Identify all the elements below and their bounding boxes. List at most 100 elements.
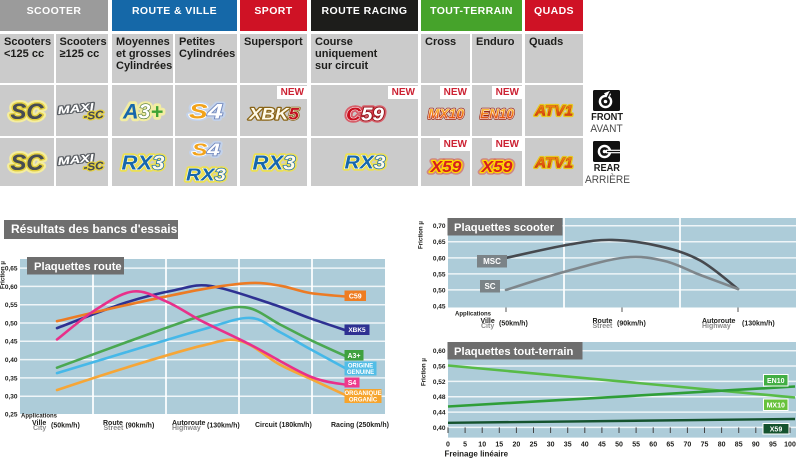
svg-text:40: 40	[581, 442, 589, 449]
svg-text:-SC: -SC	[83, 160, 105, 173]
svg-text:Highway: Highway	[172, 425, 201, 432]
svg-text:Applications: Applications	[21, 414, 58, 420]
svg-text:Applications: Applications	[455, 312, 492, 318]
svg-text:-SC: -SC	[83, 160, 105, 173]
svg-text:0,56: 0,56	[433, 363, 446, 370]
svg-text:0,40: 0,40	[433, 425, 446, 432]
svg-text:0,55: 0,55	[433, 271, 446, 278]
svg-text:Friction µ: Friction µ	[421, 358, 428, 386]
svg-text:SC: SC	[10, 150, 44, 175]
svg-text:RX3: RX3	[252, 152, 295, 172]
svg-text:GENUINE: GENUINE	[347, 370, 374, 376]
svg-text:EN10: EN10	[767, 378, 785, 385]
svg-text:SC: SC	[10, 150, 44, 175]
svg-text:Plaquettes tout-terrain: Plaquettes tout-terrain	[454, 346, 574, 358]
svg-text:Street: Street	[593, 323, 614, 330]
svg-text:Friction µ: Friction µ	[0, 261, 7, 289]
svg-text:XBK5: XBK5	[247, 105, 299, 122]
svg-text:S4: S4	[189, 100, 223, 122]
svg-text:S4: S4	[192, 139, 220, 159]
svg-text:(90km/h): (90km/h)	[126, 422, 155, 429]
svg-text:X59: X59	[480, 159, 513, 176]
svg-text:MAXI: MAXI	[57, 152, 96, 168]
svg-text:20: 20	[513, 442, 521, 449]
svg-text:Ville: Ville	[32, 420, 46, 427]
svg-text:Plaquettes scooter: Plaquettes scooter	[454, 222, 555, 234]
svg-text:0,45: 0,45	[5, 339, 18, 346]
svg-text:MAXI: MAXI	[57, 101, 96, 117]
svg-text:Autoroute: Autoroute	[172, 420, 206, 427]
svg-text:EN10: EN10	[480, 107, 514, 122]
svg-text:0,40: 0,40	[5, 357, 18, 364]
svg-text:RX3: RX3	[186, 164, 226, 184]
svg-text:SC: SC	[10, 98, 44, 123]
svg-text:X59: X59	[429, 159, 462, 176]
svg-text:(50km/h): (50km/h)	[499, 321, 528, 328]
svg-text:City: City	[481, 323, 494, 330]
svg-text:RX3: RX3	[252, 152, 295, 172]
svg-text:(130km/h): (130km/h)	[207, 422, 240, 429]
svg-text:15: 15	[495, 442, 503, 449]
svg-text:0,25: 0,25	[5, 411, 18, 418]
svg-text:0,48: 0,48	[433, 394, 446, 401]
svg-text:MX10: MX10	[767, 402, 785, 409]
svg-text:MAXI: MAXI	[57, 152, 96, 168]
svg-text:30: 30	[547, 442, 555, 449]
svg-text:Freinage linéaire: Freinage linéaire	[445, 450, 509, 459]
svg-text:RX3: RX3	[344, 152, 386, 172]
svg-text:City: City	[33, 425, 46, 432]
svg-text:70: 70	[684, 442, 692, 449]
svg-text:ORGANIQUE: ORGANIQUE	[344, 391, 381, 397]
svg-text:90: 90	[752, 442, 760, 449]
svg-text:S4: S4	[192, 139, 220, 159]
svg-text:0,35: 0,35	[5, 375, 18, 382]
svg-text:Route: Route	[103, 420, 123, 427]
svg-text:Racing (250km/h): Racing (250km/h)	[331, 422, 389, 429]
svg-text:X59: X59	[770, 426, 783, 433]
svg-text:35: 35	[564, 442, 572, 449]
svg-text:A3+: A3+	[347, 353, 360, 360]
svg-text:0,65: 0,65	[433, 239, 446, 246]
svg-text:ATV1: ATV1	[534, 104, 573, 119]
svg-text:0,65: 0,65	[5, 266, 18, 273]
svg-text:MX10: MX10	[428, 107, 464, 122]
svg-text:10: 10	[478, 442, 486, 449]
svg-text:0,44: 0,44	[433, 410, 446, 417]
svg-text:A3+: A3+	[121, 100, 162, 123]
svg-text:Street: Street	[104, 425, 125, 432]
svg-text:Ville: Ville	[481, 318, 495, 325]
svg-text:MX10: MX10	[428, 107, 464, 122]
svg-text:-SC: -SC	[83, 108, 105, 121]
svg-text:80: 80	[718, 442, 726, 449]
svg-text:0,70: 0,70	[433, 223, 446, 230]
svg-text:RX3: RX3	[121, 152, 164, 172]
svg-text:(50km/h): (50km/h)	[51, 422, 80, 429]
svg-text:0,50: 0,50	[433, 287, 446, 294]
svg-text:S4: S4	[348, 380, 357, 387]
svg-text:100: 100	[784, 442, 796, 449]
svg-text:85: 85	[735, 442, 743, 449]
svg-text:0,60: 0,60	[5, 284, 18, 291]
svg-text:MAXI: MAXI	[57, 101, 96, 117]
svg-text:60: 60	[649, 442, 657, 449]
svg-text:C59: C59	[346, 104, 384, 124]
svg-text:5: 5	[463, 442, 467, 449]
svg-text:MSC: MSC	[483, 257, 501, 266]
svg-text:Friction µ: Friction µ	[418, 221, 425, 249]
svg-text:Route: Route	[593, 318, 613, 325]
svg-text:A3+: A3+	[121, 100, 162, 123]
svg-text:0,50: 0,50	[5, 320, 18, 327]
svg-text:25: 25	[530, 442, 538, 449]
svg-text:Highway: Highway	[702, 323, 731, 330]
svg-text:ORIGINE: ORIGINE	[348, 363, 373, 369]
svg-text:ATV1: ATV1	[534, 155, 573, 170]
svg-text:SC: SC	[10, 98, 44, 123]
svg-text:S4: S4	[189, 100, 223, 122]
svg-text:SC: SC	[484, 282, 495, 291]
svg-text:Plaquettes route: Plaquettes route	[34, 261, 122, 273]
svg-text:Autoroute: Autoroute	[702, 318, 736, 325]
svg-text:C59: C59	[346, 104, 384, 124]
svg-text:RX3: RX3	[121, 152, 164, 172]
svg-text:0,45: 0,45	[433, 303, 446, 310]
svg-text:(90km/h): (90km/h)	[617, 321, 646, 328]
